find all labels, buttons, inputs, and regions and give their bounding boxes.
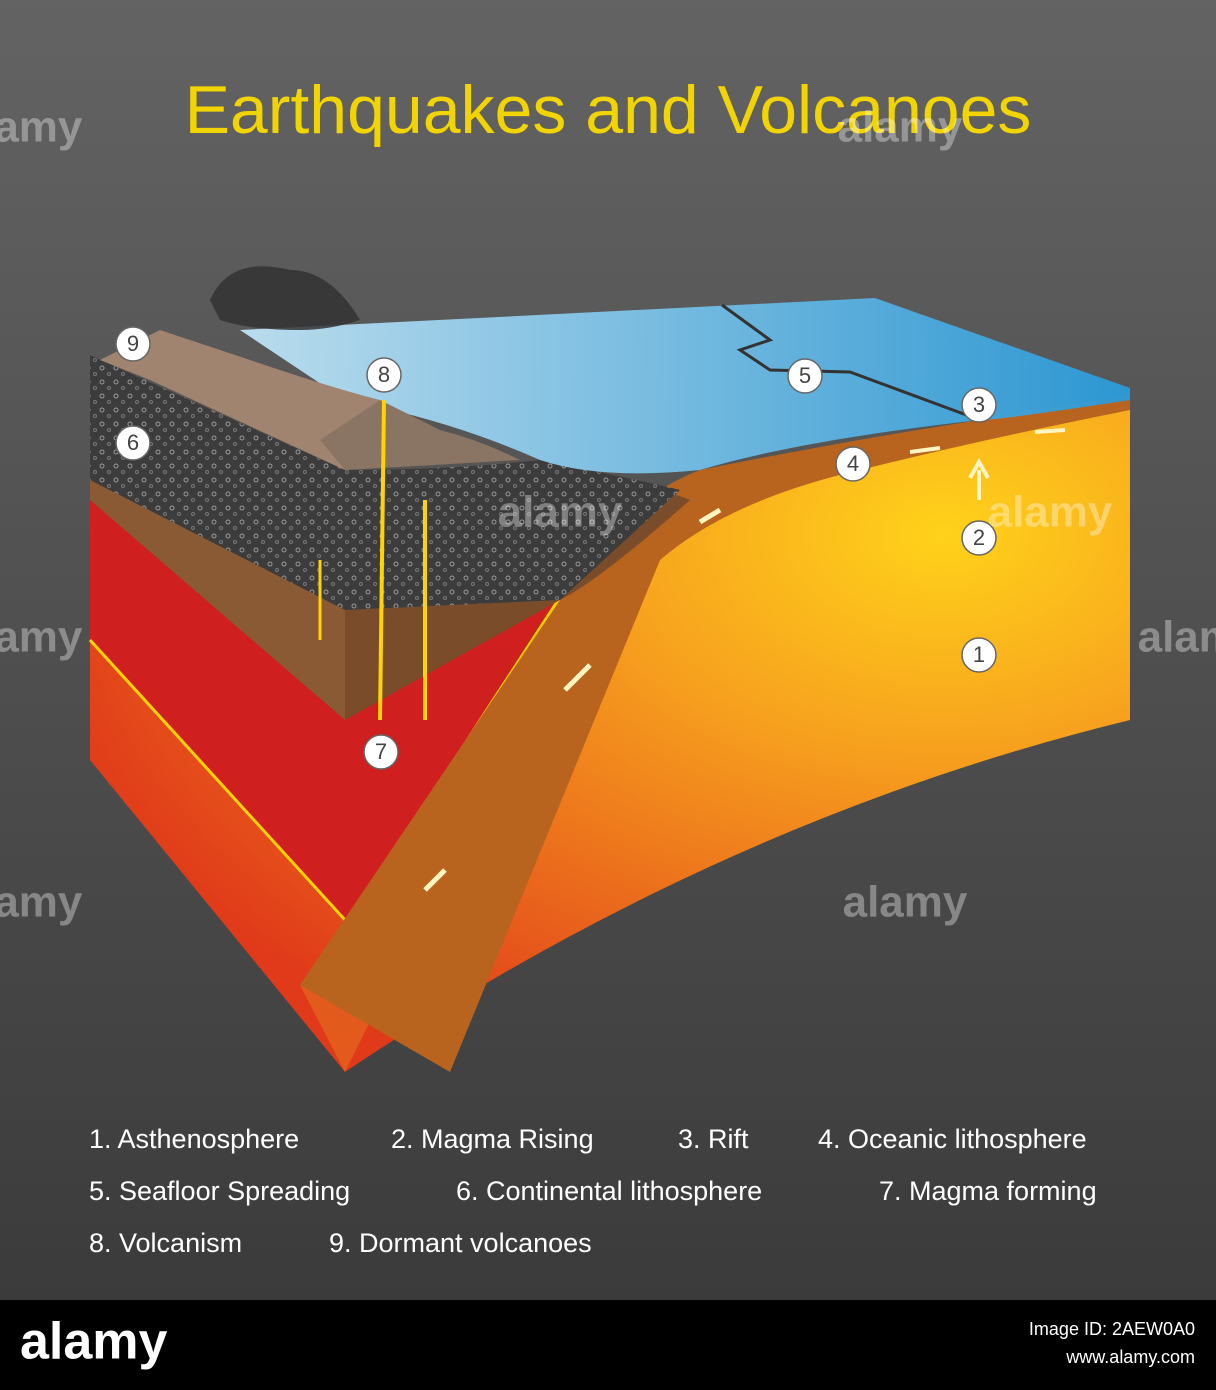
image-id: Image ID: 2AEW0A0 [1029,1319,1195,1339]
watermark: alamy [843,878,968,927]
marker-circle [363,734,399,770]
footer-bar [0,1300,1216,1390]
marker-label: 1 [973,642,985,667]
marker-circle [115,326,151,362]
legend-item: 8. Volcanism [89,1228,242,1258]
watermark: alamy [838,103,963,152]
watermark: alamy [0,103,83,152]
marker-label: 4 [847,451,859,476]
marker-circle [366,357,402,393]
watermark: alamy [0,613,83,662]
marker-label: 7 [375,739,387,764]
marker-circle [115,425,151,461]
marker-label: 9 [127,331,139,356]
watermark: alamy [988,488,1113,537]
legend-item: 6. Continental lithosphere [456,1176,762,1206]
title: Earthquakes and Volcanoes [185,72,1032,148]
earth-block [88,266,1130,1072]
legend-item: 2. Magma Rising [391,1124,594,1154]
marker-circle [961,387,997,423]
marker-circle [787,358,823,394]
footer-logo: alamy [20,1313,168,1371]
marker-label: 8 [378,362,390,387]
marker-circle [961,520,997,556]
legend-item: 5. Seafloor Spreading [89,1176,350,1206]
legend-item: 1. Asthenosphere [89,1124,299,1154]
marker-circle [961,637,997,673]
watermark: alamy [0,878,83,927]
marker-label: 5 [799,363,811,388]
marker-label: 2 [973,525,985,550]
footer-url: www.alamy.com [1065,1347,1195,1367]
marker-label: 3 [973,392,985,417]
watermark: alamy [498,488,623,537]
legend-item: 4. Oceanic lithosphere [818,1124,1087,1154]
marker-circle [835,446,871,482]
legend-item: 9. Dormant volcanoes [329,1228,592,1258]
legend-item: 3. Rift [678,1124,749,1154]
marker-label: 6 [127,430,139,455]
watermark: alamy [1138,613,1216,662]
legend-item: 7. Magma forming [879,1176,1097,1206]
